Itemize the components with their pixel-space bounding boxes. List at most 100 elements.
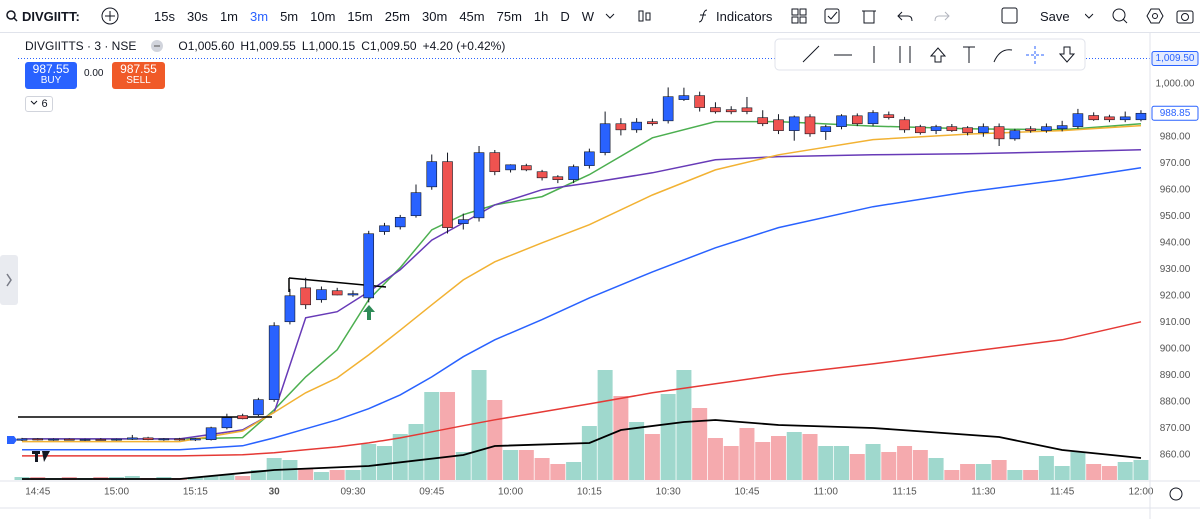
candle-body: [804, 116, 816, 135]
chart-type-button[interactable]: [636, 7, 652, 25]
legend-value: 1,005.60: [187, 39, 235, 53]
interval-dropdown[interactable]: [604, 10, 616, 22]
snapshot-button[interactable]: [1176, 7, 1196, 25]
settings-icon[interactable]: [1169, 487, 1183, 501]
interval[interactable]: 5m: [280, 8, 299, 24]
interval[interactable]: 1h: [533, 8, 549, 24]
save-button[interactable]: Save: [1040, 9, 1070, 24]
moving-average-line: [22, 166, 1142, 451]
y-tick-label: 960.00: [1160, 184, 1191, 195]
candle-body: [773, 119, 784, 131]
candle-body: [32, 438, 44, 441]
y-tick-label: 860.00: [1160, 449, 1191, 460]
legend-change: +4.20 (+0.42%): [422, 39, 506, 53]
volume-layer: [14, 370, 1149, 480]
interval[interactable]: 30s: [186, 8, 208, 24]
buy-price: 987.55: [32, 62, 70, 76]
logo: [32, 451, 50, 462]
candle-body: [63, 438, 75, 441]
candle-body: [457, 219, 469, 224]
volume-bar: [975, 464, 991, 480]
sell-label: SELL: [126, 75, 151, 86]
indicators-button[interactable]: Indicators: [696, 8, 772, 24]
arrow-down-tool[interactable]: [1058, 46, 1076, 63]
volume-bar: [581, 426, 597, 480]
y-tick-label: 970.00: [1160, 158, 1191, 169]
y-tick-label: 1,000.00: [1156, 78, 1195, 89]
candle-body: [394, 217, 406, 228]
brush-tool[interactable]: [993, 49, 1013, 63]
volume-bar: [203, 476, 219, 480]
sell-price: 987.55: [120, 62, 157, 76]
crosshair-tool[interactable]: [1026, 46, 1044, 64]
volume-bar: [912, 450, 928, 480]
interval[interactable]: 45m: [459, 8, 485, 24]
candle-body: [725, 109, 737, 113]
text-tool[interactable]: [963, 46, 975, 63]
toolbar-icons: [791, 8, 951, 24]
y-tick-label: 950.00: [1160, 211, 1191, 222]
search-icon: [6, 10, 18, 22]
volume-bar: [124, 476, 140, 480]
side-panel-toggle[interactable]: [0, 255, 18, 305]
candle-body: [978, 126, 989, 134]
volume-bar: [644, 434, 660, 480]
candle-body: [915, 126, 926, 134]
volume-bar: [408, 424, 424, 480]
y-tick-label: 880.00: [1160, 396, 1191, 407]
interval[interactable]: 15s: [154, 8, 175, 24]
indicator-count-value: 6: [41, 98, 48, 110]
arrow-up-tool[interactable]: [929, 47, 947, 63]
x-tick-label: 14:45: [25, 487, 50, 498]
x-tick-label: 11:30: [971, 487, 996, 498]
interval[interactable]: 10m: [310, 8, 336, 24]
candle-body: [757, 117, 769, 125]
interval[interactable]: D: [560, 8, 570, 24]
candle-body: [867, 112, 879, 125]
interval[interactable]: W: [581, 8, 595, 24]
x-tick-label: 10:30: [656, 487, 681, 498]
top-toolbar: DIVGIITT: 15s 30s 1m 3m 5m 10m 15m 25m 3…: [0, 0, 1200, 33]
volume-bar: [802, 434, 818, 480]
candle-body: [521, 165, 532, 171]
interval[interactable]: 30m: [422, 8, 448, 24]
candle-body: [16, 438, 28, 441]
volume-bar: [629, 422, 645, 480]
sell-button[interactable]: 987.55 SELL: [112, 62, 165, 89]
volume-bar: [313, 472, 329, 480]
x-tick-label: 10:45: [734, 487, 759, 498]
buy-button[interactable]: 987.55 BUY: [25, 62, 77, 89]
x-tick-label: 30: [269, 487, 281, 498]
candle-body: [930, 126, 942, 131]
candle-body: [946, 126, 958, 131]
interval[interactable]: 1m: [219, 8, 238, 24]
legend-label: C: [361, 39, 370, 53]
compare-button[interactable]: [100, 6, 120, 26]
trendline-tool[interactable]: [802, 45, 820, 63]
legend-symbol: DIVGIITTS · 3 · NSE: [25, 39, 137, 53]
layout-button[interactable]: [1001, 7, 1019, 25]
candle-body: [253, 399, 264, 416]
candle-body: [489, 152, 501, 173]
candle-body: [851, 115, 863, 125]
moving-average-line: [22, 124, 1142, 443]
interval[interactable]: 15m: [347, 8, 373, 24]
interval[interactable]: 75m: [496, 8, 522, 24]
volume-bar: [755, 442, 771, 480]
volume-bar: [960, 464, 976, 480]
hide-icon[interactable]: [150, 39, 164, 53]
indicators-label: Indicators: [716, 8, 773, 24]
volume-bar: [897, 446, 913, 480]
volume-bar: [1007, 470, 1023, 480]
interval[interactable]: 25m: [384, 8, 411, 24]
candle-body: [584, 151, 595, 166]
candle-body: [1135, 112, 1147, 121]
draw-toolbar-box: [774, 38, 1086, 71]
symbol-search[interactable]: DIVGIITT:: [6, 9, 90, 24]
interval-active[interactable]: 3m: [250, 8, 269, 24]
indicator-count[interactable]: 6: [25, 96, 53, 112]
x-tick-label: 10:00: [498, 487, 523, 498]
volume-bar: [440, 392, 456, 480]
volume-bar: [818, 446, 834, 480]
